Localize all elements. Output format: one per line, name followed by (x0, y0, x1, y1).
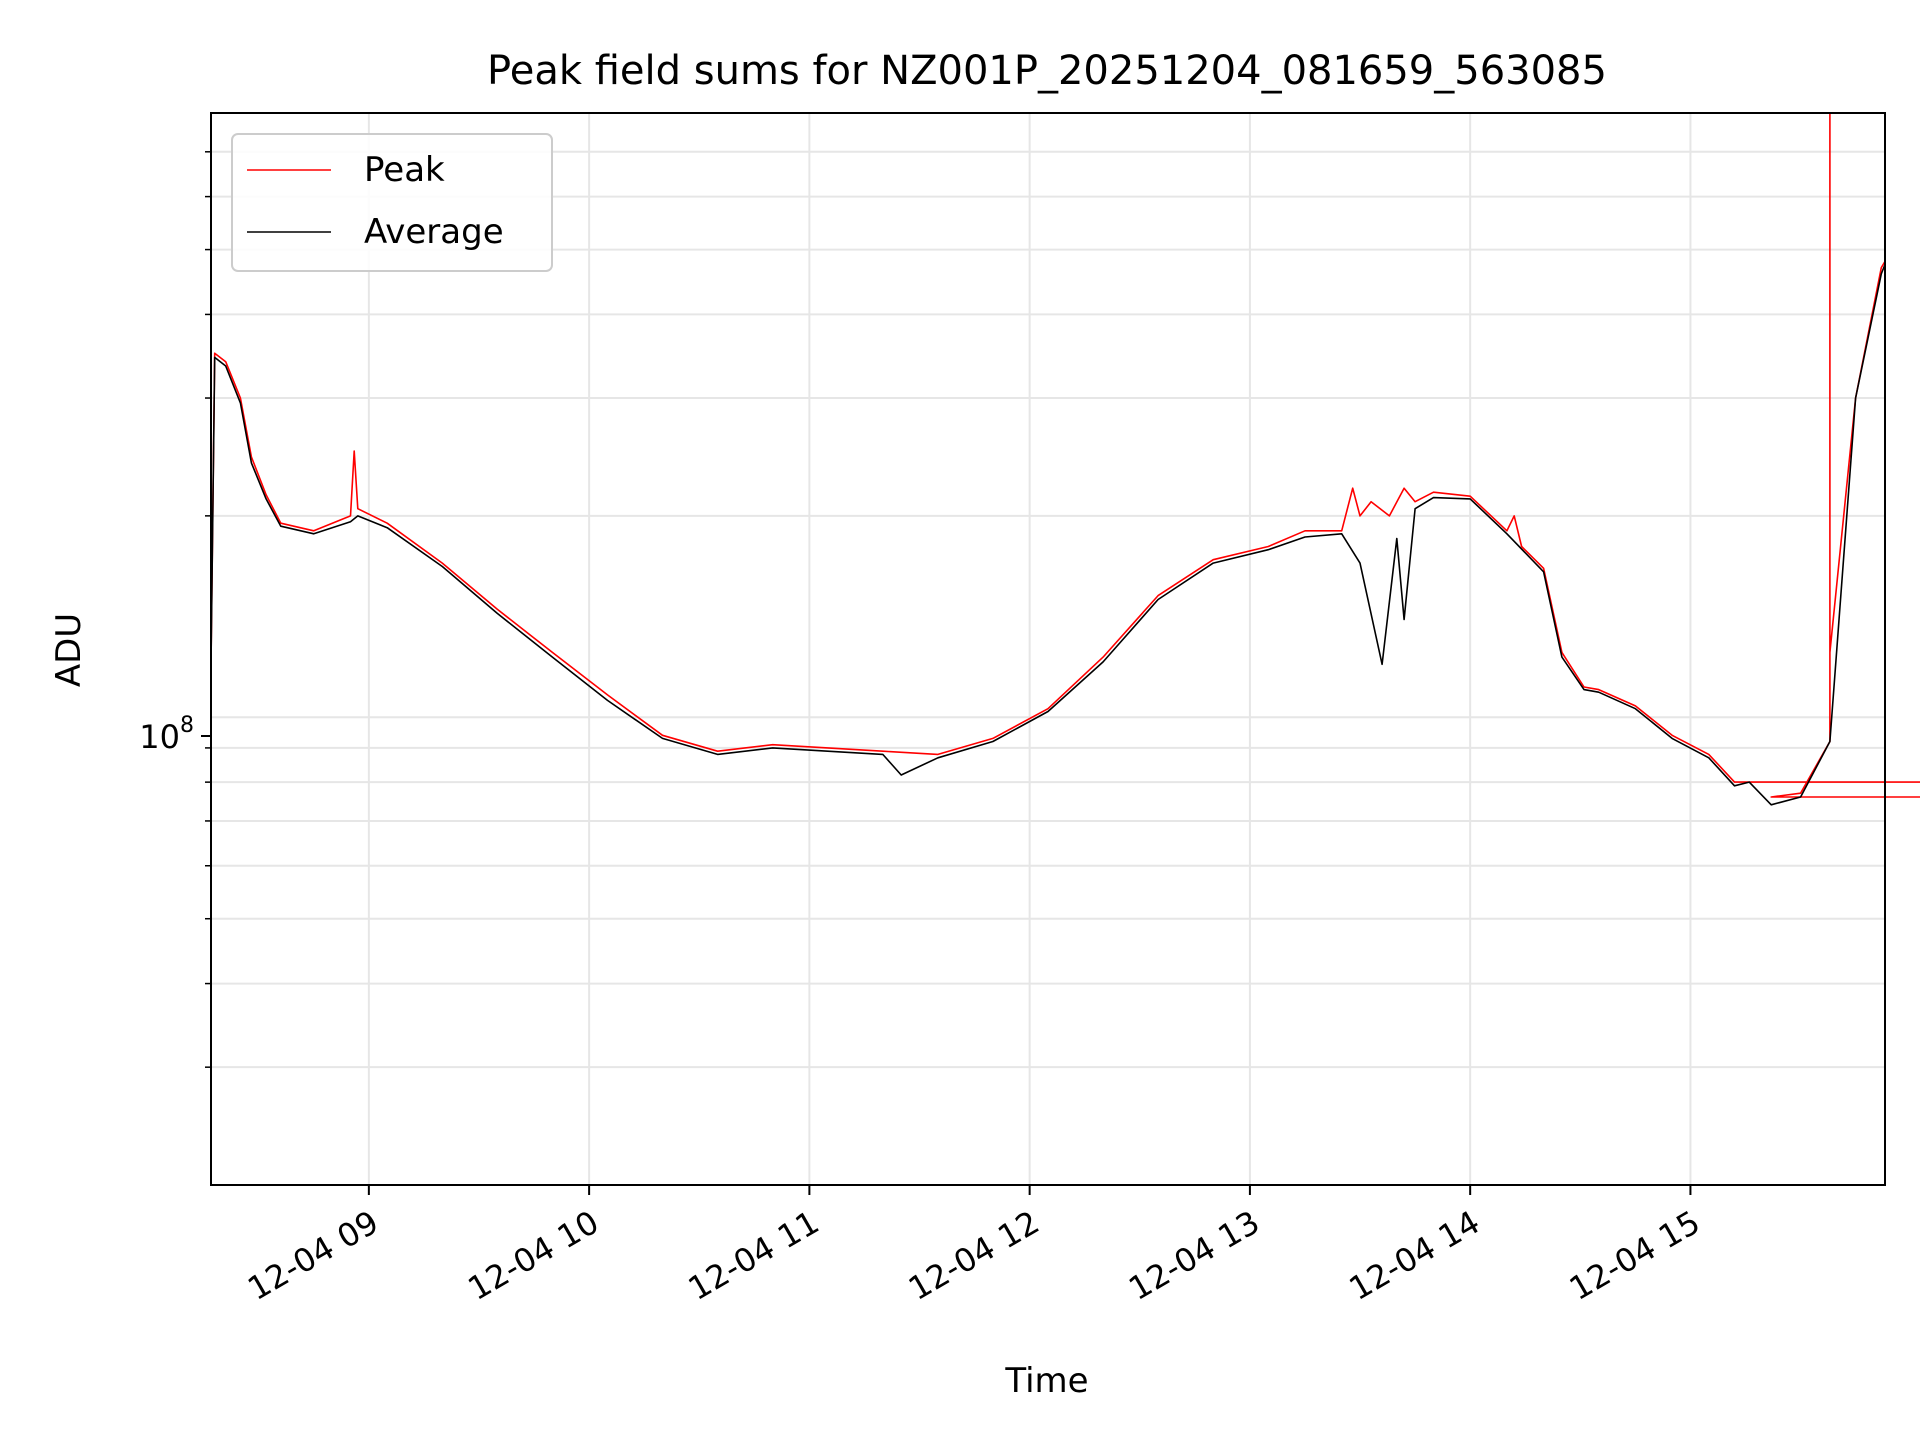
series-line-peak (210, 112, 1920, 798)
grid (211, 113, 1885, 1185)
chart-title: Peak field sums for NZ001P_20251204_0816… (487, 48, 1607, 94)
legend-label-peak: Peak (364, 150, 445, 190)
legend-label-average: Average (364, 212, 504, 252)
x-axis-label: Time (1004, 1361, 1088, 1401)
axes-frame (210, 112, 1886, 1186)
y-axis: 108 (139, 151, 211, 1068)
legend-box (231, 133, 553, 272)
plot-lines (210, 112, 1920, 806)
legend: Peak Average (231, 133, 553, 272)
series-line-average (210, 264, 1886, 806)
y-axis-label: ADU (49, 613, 89, 687)
y-tick-label: 108 (139, 713, 194, 756)
